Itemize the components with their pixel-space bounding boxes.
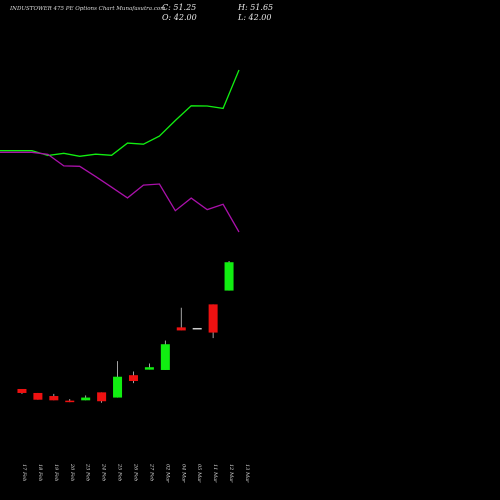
candle-body bbox=[17, 388, 27, 393]
candle-body bbox=[97, 392, 107, 402]
x-tick-label: 24 Feb bbox=[101, 463, 107, 481]
candle-body bbox=[81, 397, 91, 401]
close-value: C: 51.25 bbox=[162, 3, 197, 12]
x-tick-label: 13 Mar bbox=[244, 464, 250, 483]
chart-title: INDUSTOWER 475 PE Options Chart Munafasu… bbox=[10, 6, 166, 12]
candle-body bbox=[208, 304, 218, 333]
x-tick-label: 02 Mar bbox=[164, 464, 170, 483]
x-tick-label: 17 Feb bbox=[21, 464, 27, 481]
candle-body bbox=[176, 327, 186, 331]
x-tick-label: 20 Feb bbox=[69, 463, 75, 481]
x-tick-label: 11 Mar bbox=[212, 464, 218, 483]
x-tick-label: 04 Mar bbox=[180, 464, 186, 483]
x-tick-label: 12 Mar bbox=[228, 464, 234, 483]
candle-body bbox=[144, 367, 154, 370]
candle-body bbox=[33, 392, 43, 400]
candle-body bbox=[224, 262, 234, 291]
x-tick-label: 05 Mar bbox=[196, 464, 202, 483]
open-value: O: 42.00 bbox=[162, 13, 197, 22]
x-tick-label: 25 Feb bbox=[117, 463, 123, 481]
candle-body bbox=[49, 396, 59, 401]
candle-body bbox=[192, 327, 202, 330]
candle-body bbox=[128, 375, 138, 382]
high-value: H: 51.65 bbox=[238, 3, 274, 12]
x-tick-label: 19 Feb bbox=[53, 464, 59, 481]
candle-body bbox=[160, 344, 170, 370]
low-value: L: 42.00 bbox=[238, 13, 272, 22]
x-tick-label: 18 Feb bbox=[37, 464, 43, 481]
x-tick-label: 26 Feb bbox=[133, 463, 139, 481]
indicator-line-magenta bbox=[0, 151, 240, 233]
indicator-line-green bbox=[0, 69, 240, 157]
candle-body bbox=[113, 376, 123, 398]
x-tick-label: 27 Feb bbox=[148, 463, 154, 481]
candle-body bbox=[65, 400, 75, 403]
x-tick-label: 23 Feb bbox=[85, 463, 91, 481]
